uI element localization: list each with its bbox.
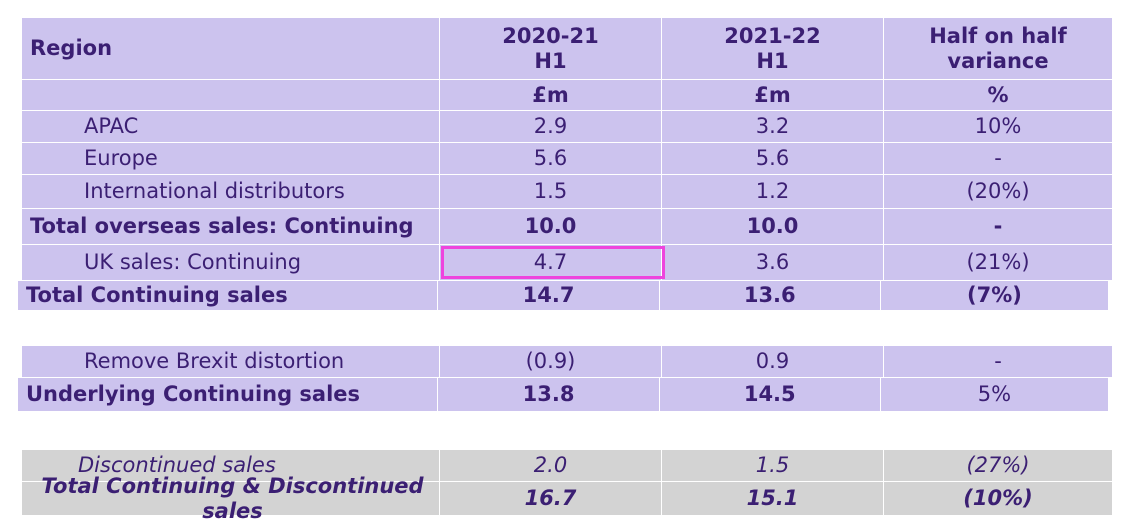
row-value-2020-21: 2.0 [440,450,662,482]
table-row: APAC 2.9 3.2 10% [22,111,1112,143]
table-row: Underlying Continuing sales 13.8 14.5 5% [18,378,1108,412]
row-label: Total Continuing & Discontinued sales [22,474,440,523]
unit-blank [22,80,440,111]
row-label: International distributors [22,175,440,209]
row-label: Total Continuing sales [18,281,439,311]
row-value-2021-22: 0.9 [662,346,884,378]
row-label: Remove Brexit distortion [22,346,440,378]
header-2020-21: 2020-21 H1 [440,18,662,80]
row-value-2021-22: 14.5 [659,378,881,412]
table-row: Remove Brexit distortion (0.9) 0.9 - [22,346,1112,378]
unit-2021-22: £m [662,80,884,111]
row-label: Total overseas sales: Continuing [22,209,440,245]
row-value-2021-22: 1.5 [662,450,884,482]
row-variance: (7%) [880,281,1108,311]
row-variance: (27%) [884,450,1112,482]
row-value-2021-22: 13.6 [659,281,881,311]
row-value-2021-22: 10.0 [662,209,884,245]
row-value-2020-21: 1.5 [440,175,662,209]
table-row: International distributors 1.5 1.2 (20%) [22,175,1112,209]
table-row: UK sales: Continuing 4.7 3.6 (21%) [22,245,1112,281]
header-2021-22-half: H1 [756,48,789,73]
unit-row: £m £m % [22,80,1112,111]
row-variance: (20%) [884,175,1112,209]
row-value-2020-21: 10.0 [440,209,662,245]
row-value-2020-21: 14.7 [438,281,660,311]
header-2021-22: 2021-22 H1 [662,18,884,80]
row-label: Underlying Continuing sales [18,378,439,412]
row-variance: (10%) [884,482,1112,516]
row-variance: - [884,346,1112,378]
highlight-box [441,246,665,279]
row-variance: 10% [884,111,1112,143]
header-2020-21-year: 2020-21 [502,24,599,49]
row-value-2021-22: 3.2 [662,111,884,143]
row-value-2020-21: 4.7 [440,245,662,281]
row-value-2020-21: 2.9 [440,111,662,143]
row-value-2021-22: 3.6 [662,245,884,281]
table-row: Total overseas sales: Continuing 10.0 10… [22,209,1112,245]
header-row: Region 2020-21 H1 2021-22 H1 Half on hal… [22,18,1112,80]
header-region: Region [22,18,440,80]
table-row: Total Continuing sales 14.7 13.6 (7%) [18,281,1108,311]
row-value-2020-21: (0.9) [440,346,662,378]
table-row: Europe 5.6 5.6 - [22,143,1112,175]
row-label: Discontinued sales [22,450,440,482]
header-2021-22-year: 2021-22 [724,24,821,49]
header-variance-line1: Half on half [929,24,1067,49]
header-2020-21-half: H1 [534,48,567,73]
row-variance: - [884,143,1112,175]
row-variance: - [884,209,1112,245]
table-row: Discontinued sales 2.0 1.5 (27%) [22,450,1112,482]
row-value-2021-22: 1.2 [662,175,884,209]
row-variance: (21%) [884,245,1112,281]
row-label: APAC [22,111,440,143]
row-label: Europe [22,143,440,175]
unit-variance: % [884,80,1112,111]
table-row: Total Continuing & Discontinued sales 16… [22,474,1112,523]
row-value-2020-21: 5.6 [440,143,662,175]
row-variance: 5% [880,378,1108,412]
unit-2020-21: £m [440,80,662,111]
row-value-2021-22: 5.6 [662,143,884,175]
header-variance-line2: variance [947,48,1049,73]
row-value-2021-22: 15.1 [662,482,884,516]
header-variance: Half on half variance [884,18,1112,80]
row-value-2020-21: 16.7 [440,482,662,516]
row-label: UK sales: Continuing [22,245,440,281]
row-value-2020-21: 13.8 [438,378,660,412]
